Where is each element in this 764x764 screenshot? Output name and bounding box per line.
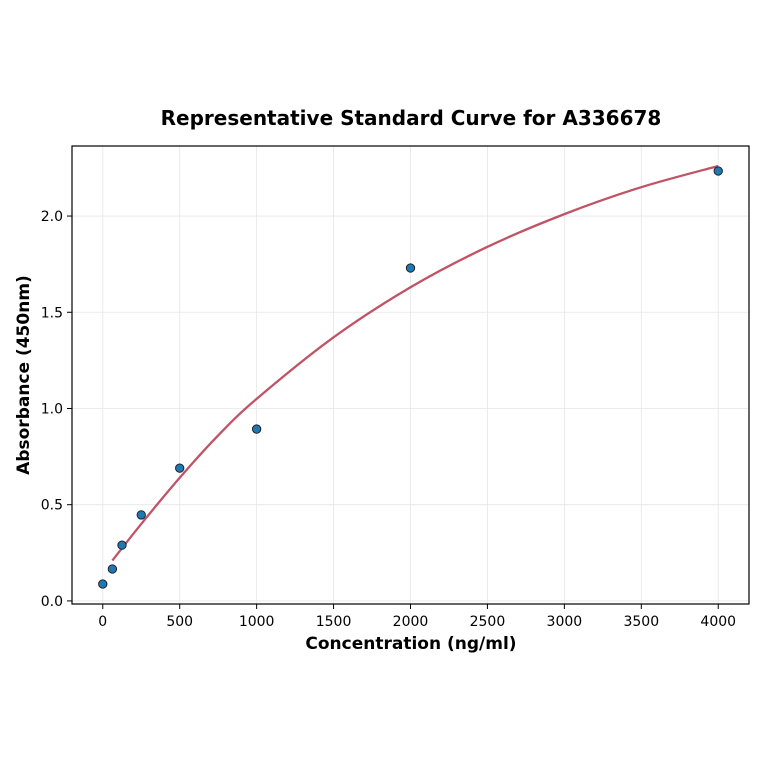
data-point xyxy=(98,579,108,589)
grid xyxy=(72,146,749,604)
y-tick-label: 0.0 xyxy=(41,594,63,610)
x-tick-label: 4000 xyxy=(700,614,736,630)
x-tick-label: 1000 xyxy=(239,614,275,630)
data-point xyxy=(251,424,262,434)
data-point xyxy=(136,510,146,520)
x-axis-ticks: 0 500 1000 1500 2000 2500 3000 3500 4000 xyxy=(98,604,736,630)
data-point xyxy=(117,540,127,550)
data-point xyxy=(713,166,723,176)
y-tick-label: 1.5 xyxy=(41,305,63,321)
data-point xyxy=(107,564,118,574)
y-axis-ticks: 0.0 0.5 1.0 1.5 2.0 xyxy=(41,209,72,610)
data-point xyxy=(175,463,185,473)
data-point xyxy=(405,263,416,273)
y-tick-label: 2.0 xyxy=(41,209,63,225)
x-tick-label: 2500 xyxy=(470,614,506,630)
x-tick-label: 500 xyxy=(166,614,193,630)
x-tick-label: 3500 xyxy=(623,614,659,630)
x-tick-label: 0 xyxy=(98,614,107,630)
x-tick-label: 3000 xyxy=(547,614,583,630)
x-axis-label: Concentration (ng/ml) xyxy=(305,634,516,654)
x-tick-label: 2000 xyxy=(393,614,429,630)
chart-title: Representative Standard Curve for A33667… xyxy=(161,106,662,130)
fit-curve xyxy=(111,164,719,562)
y-axis-label: Absorbance (450nm) xyxy=(14,275,34,475)
x-tick-label: 1500 xyxy=(316,614,352,630)
y-tick-label: 0.5 xyxy=(41,498,63,514)
y-tick-label: 1.0 xyxy=(41,401,63,417)
fit-curve-group xyxy=(111,164,719,562)
data-points xyxy=(98,166,723,589)
